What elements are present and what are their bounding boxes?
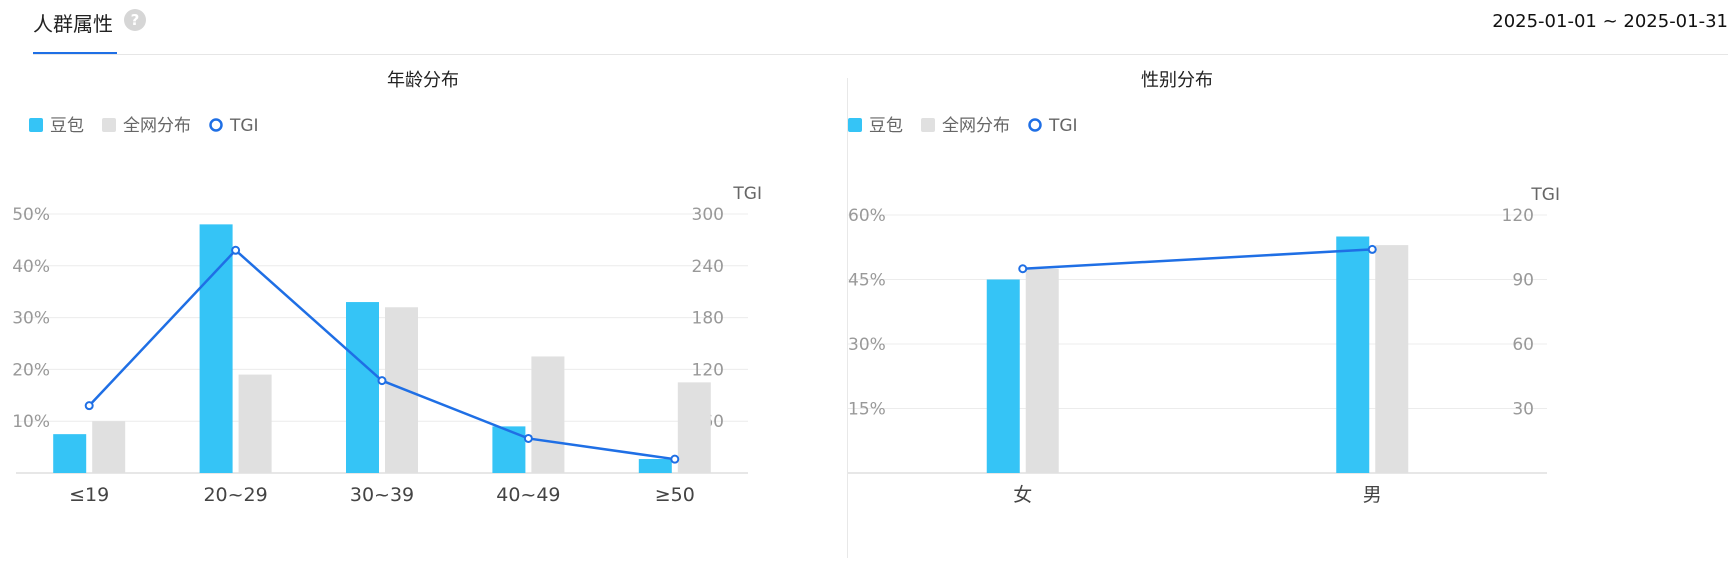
bar-series-base[interactable] — [238, 374, 272, 473]
panel-divider — [847, 78, 848, 558]
chart-title: 年龄分布 — [387, 70, 459, 91]
legend-series-base[interactable]: 全网分布 — [102, 116, 191, 136]
y-left-tick: 15% — [848, 400, 886, 420]
right-axis-label: TGI — [1530, 185, 1560, 205]
legend-label: 豆包 — [869, 116, 903, 136]
bar-series-main[interactable] — [1336, 236, 1370, 474]
x-tick-label: 女 — [1013, 484, 1032, 506]
bar-series-main[interactable] — [638, 459, 672, 473]
y-left-tick: 20% — [12, 360, 50, 380]
tgi-line — [88, 248, 675, 461]
legend-label: 豆包 — [50, 116, 84, 136]
y-right-tick: 90 — [1512, 271, 1534, 291]
x-tick-label: 40~49 — [496, 484, 560, 506]
y-right-tick: 120 — [692, 360, 724, 380]
question-circle-icon[interactable]: ? — [124, 9, 146, 31]
legend-swatch — [102, 118, 116, 132]
y-right-tick: 60 — [1512, 335, 1534, 355]
x-tick-label: 20~29 — [203, 484, 267, 506]
tgi-line — [1022, 248, 1373, 270]
x-tick-label: 男 — [1363, 484, 1382, 506]
legend-tgi[interactable]: TGI — [1028, 116, 1078, 136]
y-right-tick: 180 — [692, 309, 724, 329]
y-left-tick: 45% — [848, 271, 886, 291]
bar-series-base[interactable] — [677, 382, 711, 473]
y-left-tick: 60% — [848, 206, 886, 226]
legend-swatch — [29, 118, 43, 132]
legend-series-main[interactable]: 豆包 — [29, 116, 84, 136]
bar-series-main[interactable] — [346, 302, 379, 473]
legend-swatch — [921, 118, 935, 132]
legend-label: 全网分布 — [942, 116, 1010, 136]
bar-series-main[interactable] — [492, 426, 526, 473]
legend-label: 全网分布 — [123, 116, 191, 136]
tab-bar-divider — [33, 54, 1728, 55]
tgi-point[interactable] — [523, 433, 533, 443]
y-left-tick: 30% — [12, 309, 50, 329]
x-tick-label: ≥50 — [655, 484, 695, 506]
legend-tgi[interactable]: TGI — [209, 116, 259, 136]
bar-series-base[interactable] — [531, 356, 565, 473]
y-left-tick: 40% — [12, 257, 50, 277]
tgi-point[interactable] — [84, 401, 94, 411]
y-right-tick: 300 — [692, 205, 724, 225]
y-left-tick: 30% — [848, 335, 886, 355]
bar-series-main[interactable] — [986, 279, 1020, 474]
tgi-point[interactable] — [1018, 264, 1028, 274]
tab-bar: 人群属性 ? 2025-01-01 ~ 2025-01-31 — [0, 0, 1736, 56]
tgi-point[interactable] — [231, 245, 241, 255]
date-range[interactable]: 2025-01-01 ~ 2025-01-31 — [1492, 11, 1728, 32]
bar-series-base[interactable] — [385, 307, 418, 473]
x-tick-label: 30~39 — [350, 484, 414, 506]
tab-crowd-attributes[interactable]: 人群属性 — [33, 12, 113, 36]
legend-swatch — [848, 118, 862, 132]
chart-title: 性别分布 — [1141, 70, 1213, 91]
y-right-tick: 120 — [1502, 206, 1534, 226]
tgi-point[interactable] — [377, 376, 387, 386]
y-right-tick: 240 — [692, 257, 724, 277]
x-tick-label: ≤19 — [69, 484, 109, 506]
legend-series-base[interactable]: 全网分布 — [921, 116, 1010, 136]
tgi-point[interactable] — [670, 454, 680, 464]
active-tab-indicator — [33, 52, 117, 55]
legend-series-main[interactable]: 豆包 — [848, 116, 903, 136]
bar-series-base[interactable] — [1375, 245, 1409, 473]
tgi-point[interactable] — [1367, 244, 1377, 254]
y-left-tick: 50% — [12, 205, 50, 225]
y-right-tick: 30 — [1512, 400, 1534, 420]
legend-label: TGI — [229, 116, 259, 136]
legend-swatch — [1028, 118, 1042, 132]
y-left-tick: 10% — [12, 412, 50, 432]
bar-series-main[interactable] — [199, 224, 233, 473]
legend-label: TGI — [1048, 116, 1078, 136]
bar-series-base[interactable] — [1025, 268, 1059, 473]
bar-series-main[interactable] — [53, 434, 87, 473]
legend-swatch — [209, 118, 223, 132]
right-axis-label: TGI — [732, 184, 762, 204]
bar-series-base[interactable] — [92, 421, 126, 473]
